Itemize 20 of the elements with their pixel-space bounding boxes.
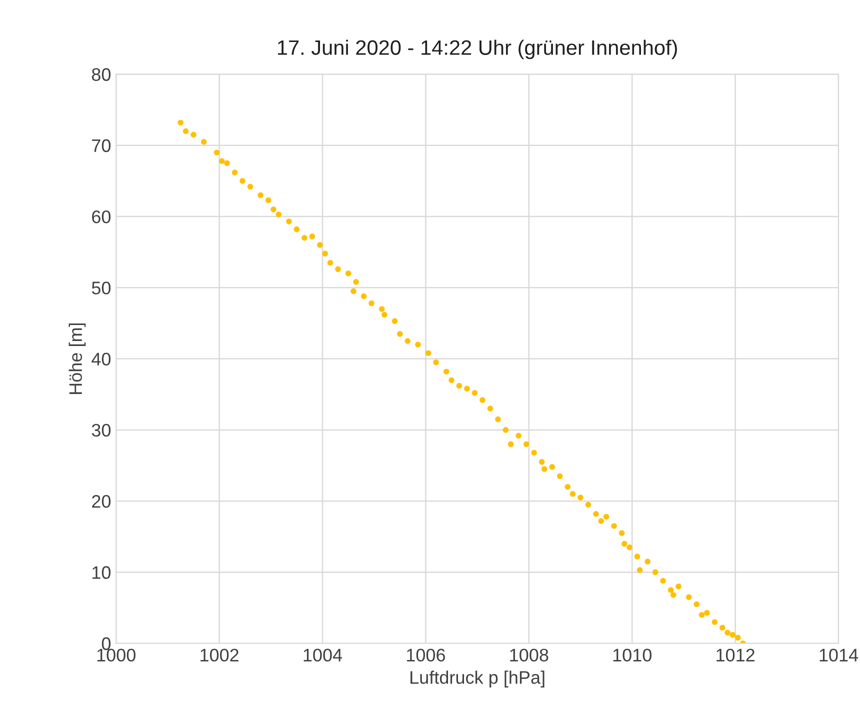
x-tick-label: 1008 <box>510 648 548 662</box>
y-tick-label: 70 <box>92 139 111 152</box>
x-tick-label: 1000 <box>97 648 136 662</box>
y-tick-label: 50 <box>92 282 111 294</box>
y-tick-label: 10 <box>92 566 111 579</box>
x-tick-label: 1004 <box>304 648 342 662</box>
x-tick-label: 1006 <box>406 648 445 662</box>
x-tick-label: 1002 <box>200 648 238 662</box>
chart-title: 17. Juni 2020 - 14:22 Uhr (grüner Innenhof) <box>278 40 677 60</box>
y-tick-label: 40 <box>92 352 111 366</box>
y-tick-label: 30 <box>92 424 111 437</box>
x-axis-title: Luftdruck p [hPa] <box>410 670 544 688</box>
y-tick-label: 20 <box>92 495 111 508</box>
x-tick-label: 1014 <box>820 648 858 662</box>
y-axis-title: Höhe [m] <box>68 323 86 394</box>
y-tick-label: 80 <box>92 68 111 81</box>
x-tick-label: 1012 <box>716 648 754 662</box>
y-tick-label: 0 <box>102 637 111 650</box>
x-tick-label: 1010 <box>613 648 652 662</box>
y-tick-label: 60 <box>92 210 111 224</box>
